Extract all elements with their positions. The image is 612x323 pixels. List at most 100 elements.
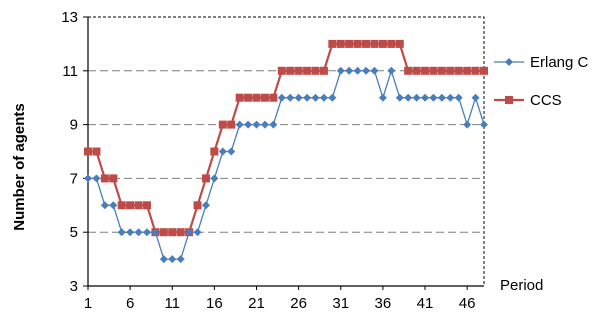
y-tick-label: 7 <box>70 170 78 187</box>
data-point <box>193 201 202 210</box>
legend-label: Erlang C <box>530 54 589 71</box>
data-point <box>480 120 488 129</box>
data-point <box>227 120 236 129</box>
data-point <box>151 228 160 237</box>
data-point <box>210 174 219 183</box>
legend-item: CCS <box>494 92 562 109</box>
data-point <box>134 228 143 237</box>
data-point <box>218 147 227 156</box>
data-point <box>454 93 463 102</box>
data-point <box>421 93 430 102</box>
data-point <box>412 93 421 102</box>
data-point <box>412 66 421 75</box>
data-point <box>92 174 101 183</box>
data-point <box>126 228 135 237</box>
legend: Erlang C CCS <box>494 54 589 109</box>
data-point <box>117 201 126 210</box>
data-point <box>269 120 278 129</box>
data-point <box>303 93 312 102</box>
data-point <box>84 147 92 156</box>
data-point <box>260 93 269 102</box>
data-point <box>387 39 396 48</box>
y-axis-title: Number of agents <box>11 103 28 231</box>
data-point <box>370 39 379 48</box>
data-point <box>378 93 387 102</box>
data-point <box>84 174 92 183</box>
x-tick-label: 21 <box>248 295 265 312</box>
x-tick-label: 46 <box>459 295 476 312</box>
data-point <box>252 120 261 129</box>
data-point <box>235 120 244 129</box>
data-point <box>294 66 303 75</box>
data-point <box>176 228 185 237</box>
data-point <box>218 120 227 129</box>
data-point <box>277 66 286 75</box>
data-point <box>109 201 118 210</box>
plot-area-frame <box>87 16 485 287</box>
data-point <box>319 93 328 102</box>
data-point <box>142 228 151 237</box>
data-point <box>429 66 438 75</box>
y-tick-label: 13 <box>61 9 78 26</box>
data-point <box>336 66 345 75</box>
data-point <box>345 66 354 75</box>
data-point <box>286 66 295 75</box>
series-erlang-c <box>84 66 488 264</box>
data-point <box>328 39 337 48</box>
data-point <box>387 66 396 75</box>
data-point <box>463 66 472 75</box>
x-axis-title: Period <box>500 277 543 294</box>
data-point <box>109 174 118 183</box>
data-point <box>362 66 371 75</box>
data-point <box>446 93 455 102</box>
data-point <box>328 93 337 102</box>
data-point <box>269 93 278 102</box>
data-point <box>92 147 101 156</box>
data-point <box>336 39 345 48</box>
data-point <box>480 66 488 75</box>
data-point <box>117 228 126 237</box>
data-point <box>471 93 480 102</box>
data-point <box>395 39 404 48</box>
data-point <box>370 66 379 75</box>
x-tick-labels: 1 6 11 16 21 26 31 36 41 46 <box>84 286 476 312</box>
legend-marker <box>505 58 513 66</box>
data-point <box>100 174 109 183</box>
data-point <box>210 147 219 156</box>
x-tick-label: 31 <box>332 295 349 312</box>
data-point <box>244 93 253 102</box>
x-tick-label: 1 <box>84 295 92 312</box>
data-point <box>311 93 320 102</box>
data-point <box>463 120 472 129</box>
data-point <box>362 39 371 48</box>
x-tick-label: 26 <box>290 295 307 312</box>
data-point <box>353 39 362 48</box>
x-tick-label: 11 <box>164 295 180 312</box>
data-point <box>437 66 446 75</box>
data-point <box>176 255 185 264</box>
data-point <box>446 66 455 75</box>
y-tick-label: 5 <box>70 224 78 241</box>
data-point <box>277 93 286 102</box>
data-point <box>429 93 438 102</box>
legend-label: CCS <box>530 92 562 109</box>
y-tick-labels: 3 5 7 9 11 13 <box>61 9 88 295</box>
data-point <box>252 93 261 102</box>
data-point <box>454 66 463 75</box>
data-point <box>126 201 135 210</box>
y-tick-label: 3 <box>70 278 78 295</box>
data-point <box>168 255 177 264</box>
series-layer <box>84 39 488 264</box>
data-point <box>319 66 328 75</box>
data-point <box>421 66 430 75</box>
data-point <box>201 201 210 210</box>
legend-marker <box>505 96 513 104</box>
data-point <box>286 93 295 102</box>
data-point <box>235 93 244 102</box>
data-point <box>100 201 109 210</box>
data-point <box>168 228 177 237</box>
data-point <box>395 93 404 102</box>
data-point <box>193 228 202 237</box>
data-point <box>201 174 210 183</box>
